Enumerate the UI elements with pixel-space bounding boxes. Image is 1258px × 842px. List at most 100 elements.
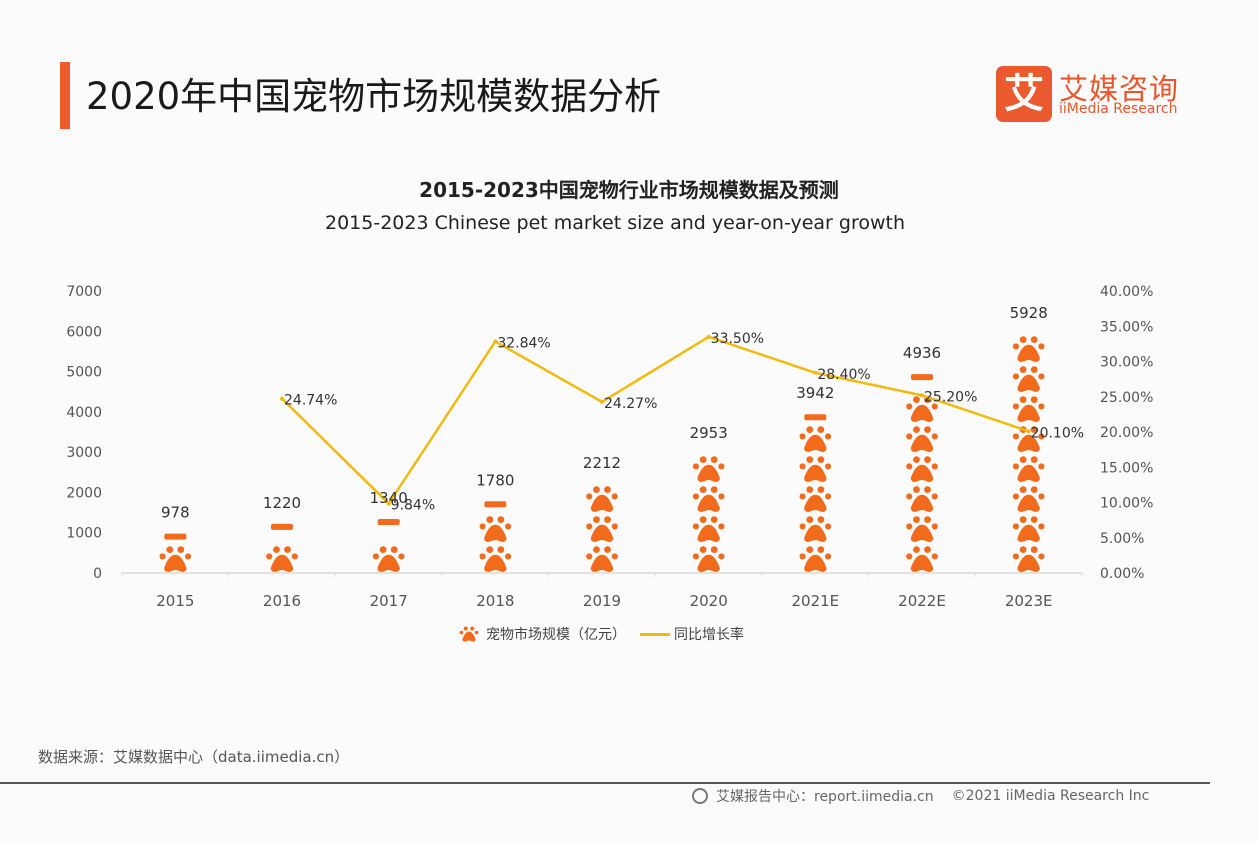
bar — [692, 456, 725, 572]
paw-icon — [1012, 546, 1045, 572]
logo-name-en: iiMedia Research — [1059, 101, 1178, 117]
logo-mark-icon: 艾 — [996, 66, 1052, 122]
bar-value-label: 1780 — [476, 471, 514, 489]
title-accent-bar — [60, 62, 70, 129]
bar — [1012, 336, 1045, 572]
line-value-label: 25.20% — [924, 389, 977, 405]
bar-cap — [804, 414, 827, 421]
line-value-label: 24.27% — [604, 396, 657, 412]
x-tick-label: 2017 — [370, 592, 408, 610]
paw-icon — [1012, 486, 1045, 512]
bar — [372, 519, 405, 572]
bar-cap — [484, 501, 507, 508]
y-right-tick-label: 35.00% — [1100, 319, 1153, 335]
growth-rate-line — [281, 335, 1030, 505]
chart-legend: 宠物市场规模（亿元） 同比增长率 — [456, 624, 758, 644]
line-value-label: 33.50% — [711, 331, 764, 347]
x-tick-label: 2021E — [792, 592, 840, 610]
y-left-tick-label: 4000 — [66, 405, 102, 421]
paw-icon — [799, 456, 832, 482]
bar-value-label: 5928 — [1010, 304, 1048, 322]
y-right-tick-label: 25.00% — [1100, 390, 1153, 406]
data-source: 数据来源：艾媒数据中心（data.iimedia.cn） — [38, 748, 350, 766]
page-title: 2020年中国宠物市场规模数据分析 — [86, 75, 662, 118]
bar — [799, 414, 832, 572]
paw-icon — [906, 516, 938, 542]
bar-value-label: 1340 — [370, 489, 408, 507]
legend-label-growth-rate: 同比增长率 — [674, 627, 744, 643]
paw-icon — [456, 626, 482, 642]
footer: 艾媒报告中心：report.iimedia.cn ©2021 iiMedia R… — [692, 786, 1149, 806]
paw-icon — [1012, 456, 1045, 482]
x-tick-label: 2015 — [156, 592, 194, 610]
paw-icon — [692, 516, 725, 542]
chart-title: 2015-2023中国宠物行业市场规模数据及预测 — [419, 178, 839, 202]
copyright-text: ©2021 iiMedia Research Inc — [951, 788, 1150, 804]
x-tick-label: 2022E — [898, 592, 946, 610]
y-left-tick-label: 0 — [93, 566, 102, 582]
paw-icon — [692, 486, 725, 512]
y-right-tick-label: 30.00% — [1100, 355, 1153, 371]
paw-icon — [799, 516, 832, 542]
paw-icon — [692, 456, 725, 482]
bar-value-label: 978 — [161, 504, 190, 522]
bar — [266, 523, 298, 572]
report-center-icon — [692, 788, 708, 804]
bar — [906, 374, 938, 572]
paw-icon — [906, 456, 938, 482]
bar-value-label: 2953 — [690, 424, 728, 442]
footer-divider — [0, 782, 1210, 784]
x-tick-label: 2023E — [1005, 592, 1053, 610]
chart-subtitle: 2015-2023 Chinese pet market size and ye… — [324, 212, 906, 234]
x-tick-label: 2019 — [583, 592, 621, 610]
y-right-tick-label: 20.00% — [1100, 425, 1153, 441]
line-value-label: 20.10% — [1031, 425, 1084, 441]
growth-rate-point — [813, 370, 818, 375]
line-icon — [640, 632, 670, 636]
y-left-tick-label: 3000 — [66, 445, 102, 461]
bar — [479, 501, 512, 572]
growth-rate-point — [600, 399, 604, 404]
paw-icon — [266, 546, 298, 572]
y-left-tick-label: 7000 — [66, 284, 102, 300]
y-left-tick-label: 1000 — [66, 526, 102, 542]
bar-value-label: 2212 — [583, 454, 621, 472]
y-right-tick-label: 10.00% — [1100, 496, 1153, 512]
paw-icon — [906, 426, 938, 452]
bar-cap — [377, 519, 400, 526]
growth-rate-point — [706, 334, 711, 339]
paw-icon — [479, 546, 512, 572]
paw-icon — [906, 546, 938, 572]
line-value-label: 9.84% — [391, 498, 435, 514]
growth-rate-point — [920, 393, 924, 398]
brand-logo: 艾 艾媒咨询 iiMedia Research — [996, 66, 1206, 124]
paw-icon — [1012, 396, 1045, 422]
logo-name-cn: 艾媒咨询 — [1059, 72, 1180, 106]
y-right-tick-label: 5.00% — [1100, 531, 1144, 547]
bar-value-label: 4936 — [903, 344, 941, 362]
y-right-tick-label: 0.00% — [1100, 566, 1144, 582]
paw-icon — [1012, 336, 1045, 362]
bar-value-label: 1220 — [263, 494, 301, 512]
paw-icon — [372, 546, 405, 572]
y-left-tick-label: 6000 — [66, 324, 102, 340]
paw-icon — [1012, 366, 1045, 392]
legend-item-market-size: 宠物市场规模（亿元） — [456, 624, 626, 644]
bar-cap — [164, 533, 187, 540]
growth-rate-point — [1026, 429, 1031, 434]
x-tick-label: 2018 — [476, 592, 514, 610]
paw-icon — [586, 486, 618, 512]
paw-icon — [479, 516, 512, 542]
paw-icon — [906, 486, 938, 512]
paw-icon — [159, 546, 192, 572]
y-left-tick-label: 5000 — [66, 365, 102, 381]
paw-icon — [692, 546, 725, 572]
growth-rate-point — [493, 339, 498, 344]
legend-label-market-size: 宠物市场规模（亿元） — [486, 627, 626, 643]
growth-rate-point — [386, 501, 391, 506]
paw-icon — [799, 546, 832, 572]
bar-value-label: 3942 — [796, 384, 834, 402]
y-left-tick-label: 2000 — [66, 485, 102, 501]
report-center-text: 艾媒报告中心：report.iimedia.cn — [716, 789, 934, 805]
